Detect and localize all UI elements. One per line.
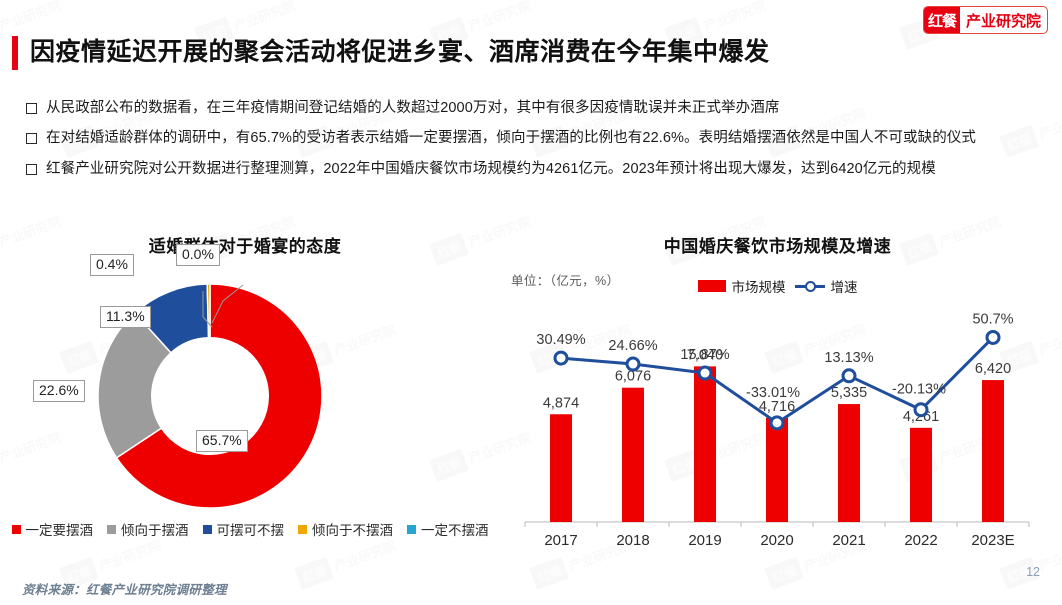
legend-label: 可摆可不摆 — [216, 523, 285, 538]
bullet-list: 从民政部公布的数据看，在三年疫情期间登记结婚的人数超过2000万对，其中有很多因… — [26, 98, 1040, 189]
line-point-2021[interactable] — [841, 368, 857, 384]
x-axis-label-2022: 2022 — [904, 532, 937, 549]
bar-2017[interactable] — [550, 414, 572, 522]
title-accent-bar — [12, 36, 18, 70]
bullet-text: 在对结婚适龄群体的调研中，有65.7%的受访者表示结婚一定要摆酒，倾向于摆酒的比… — [46, 130, 977, 147]
brand-logo-name: 产业研究院 — [965, 12, 1041, 30]
bullet-text: 从民政部公布的数据看，在三年疫情期间登记结婚的人数超过2000万对，其中有很多因… — [46, 100, 780, 116]
legend-item[interactable]: 一定不摆酒 — [407, 519, 489, 539]
market-chart-title: 中国婚庆餐饮市场规模及增速 — [663, 237, 892, 256]
bar-value-label-2019: 7,040 — [687, 347, 723, 363]
legend-label: 倾向于不摆酒 — [312, 523, 393, 538]
line-value-label-2018: 24.66% — [608, 338, 657, 354]
legend-swatch-line — [794, 280, 825, 292]
line-value-label-2022: -20.13% — [892, 382, 946, 398]
donut-chart — [60, 271, 360, 521]
x-axis-label-2018: 2018 — [616, 532, 649, 549]
line-value-label-2019: 15.87% — [680, 347, 729, 363]
donut-svg — [97, 283, 323, 509]
bar-2021[interactable] — [838, 404, 860, 522]
legend-swatch — [407, 524, 416, 534]
legend-label: 一定不摆酒 — [421, 523, 489, 538]
brand-logo-mark: 红餐 — [923, 7, 960, 33]
donut-chart-panel: 适婚群体对于婚宴的态度 65.7% 22.6% 11.3% 0.4% 0.0% — [0, 232, 520, 552]
bar-2023E[interactable] — [982, 380, 1004, 522]
x-axis-label-2019: 2019 — [688, 532, 721, 549]
list-item: 红餐产业研究院对公开数据进行整理测算，2022年中国婚庆餐饮市场规模约为4261… — [26, 159, 1040, 180]
legend-swatch — [107, 524, 116, 534]
line-point-2022[interactable] — [913, 402, 929, 418]
market-chart-panel: 中国婚庆餐饮市场规模及增速 单位：（亿元，%） 市场规模 增速 4,874 6,0… — [505, 232, 1050, 572]
line-value-label-2020: -33.01% — [746, 385, 800, 401]
source-note: 资料来源：红餐产业研究院调研整理 — [22, 583, 227, 597]
donut-leader-line-0 — [202, 291, 213, 328]
unit-label: 单位：（亿元，%） — [511, 274, 620, 288]
legend-swatch-bar — [697, 280, 726, 292]
market-plot-svg: 4,8746,0767,0404,7165,3354,2616,42020172… — [524, 311, 1030, 549]
bullet-text: 红餐产业研究院对公开数据进行整理测算，2022年中国婚庆餐饮市场规模约为4261… — [46, 160, 936, 177]
page-title: 因疫情延迟开展的聚会活动将促进乡宴、酒席消费在今年集中爆发 — [30, 38, 770, 67]
legend-item[interactable]: 一定要摆酒 — [11, 519, 94, 539]
x-axis-label-2021: 2021 — [832, 532, 865, 549]
legend-label: 增速 — [830, 280, 858, 295]
legend-item[interactable]: 倾向于不摆酒 — [298, 519, 393, 539]
legend-item-line[interactable]: 增速 — [794, 276, 858, 296]
legend-swatch — [202, 524, 212, 534]
market-plot: 4,8746,0767,0404,7165,3354,2616,42020172… — [511, 310, 1043, 562]
bar-2022[interactable] — [910, 427, 932, 522]
legend-label: 市场规模 — [731, 280, 786, 295]
legend-item[interactable]: 可摆可不摆 — [202, 519, 285, 539]
list-item: 从民政部公布的数据看，在三年疫情期间登记结婚的人数超过2000万对，其中有很多因… — [26, 98, 1040, 119]
bar-value-label-2023E: 6,420 — [975, 361, 1011, 377]
line-point-2018[interactable] — [625, 356, 641, 372]
donut-legend: 一定要摆酒 倾向于摆酒 可摆可不摆 倾向于不摆酒 一定不摆酒 — [0, 519, 500, 539]
market-legend: 市场规模 增速 — [505, 276, 1050, 296]
line-point-2020[interactable] — [769, 415, 785, 431]
bar-2019[interactable] — [694, 366, 716, 522]
square-bullet-icon — [26, 163, 37, 175]
legend-item[interactable]: 倾向于摆酒 — [107, 519, 189, 539]
x-axis-label-2017: 2017 — [544, 532, 577, 549]
square-bullet-icon — [26, 133, 37, 145]
bar-2018[interactable] — [622, 387, 644, 522]
donut-chart-title: 适婚群体对于婚宴的态度 — [148, 237, 342, 256]
x-axis-label-2020: 2020 — [760, 532, 793, 549]
line-point-2017[interactable] — [553, 350, 569, 366]
page-number: 12 — [1026, 565, 1040, 579]
line-point-2023E[interactable] — [985, 329, 1001, 345]
line-value-label-2023E: 50.7% — [972, 311, 1013, 327]
line-value-label-2021: 13.13% — [824, 350, 873, 366]
line-point-2019[interactable] — [697, 365, 713, 381]
donut-leader-line-1 — [211, 284, 244, 324]
page-title-row: 因疫情延迟开展的聚会活动将促进乡宴、酒席消费在今年集中爆发 — [12, 36, 1042, 70]
donut-slice-3[interactable] — [206, 283, 211, 339]
list-item: 在对结婚适龄群体的调研中，有65.7%的受访者表示结婚一定要摆酒，倾向于摆酒的比… — [26, 128, 1040, 149]
legend-item-bar[interactable]: 市场规模 — [697, 276, 786, 296]
bar-2020[interactable] — [766, 417, 788, 522]
line-value-label-2017: 30.49% — [536, 332, 585, 348]
bar-value-label-2017: 4,874 — [543, 395, 579, 411]
legend-label: 倾向于摆酒 — [121, 523, 189, 538]
donut-slice-0[interactable] — [115, 283, 323, 509]
x-axis-label-2023E: 2023E — [971, 532, 1014, 549]
bar-value-label-2020: 4,716 — [759, 399, 795, 415]
bar-value-label-2018: 6,076 — [615, 369, 651, 385]
legend-label: 一定要摆酒 — [25, 523, 94, 538]
legend-swatch — [11, 524, 21, 534]
brand-logo: 红餐 产业研究院 — [922, 6, 1048, 34]
square-bullet-icon — [26, 103, 37, 114]
bar-value-label-2021: 5,335 — [831, 385, 867, 401]
legend-swatch — [298, 524, 307, 534]
